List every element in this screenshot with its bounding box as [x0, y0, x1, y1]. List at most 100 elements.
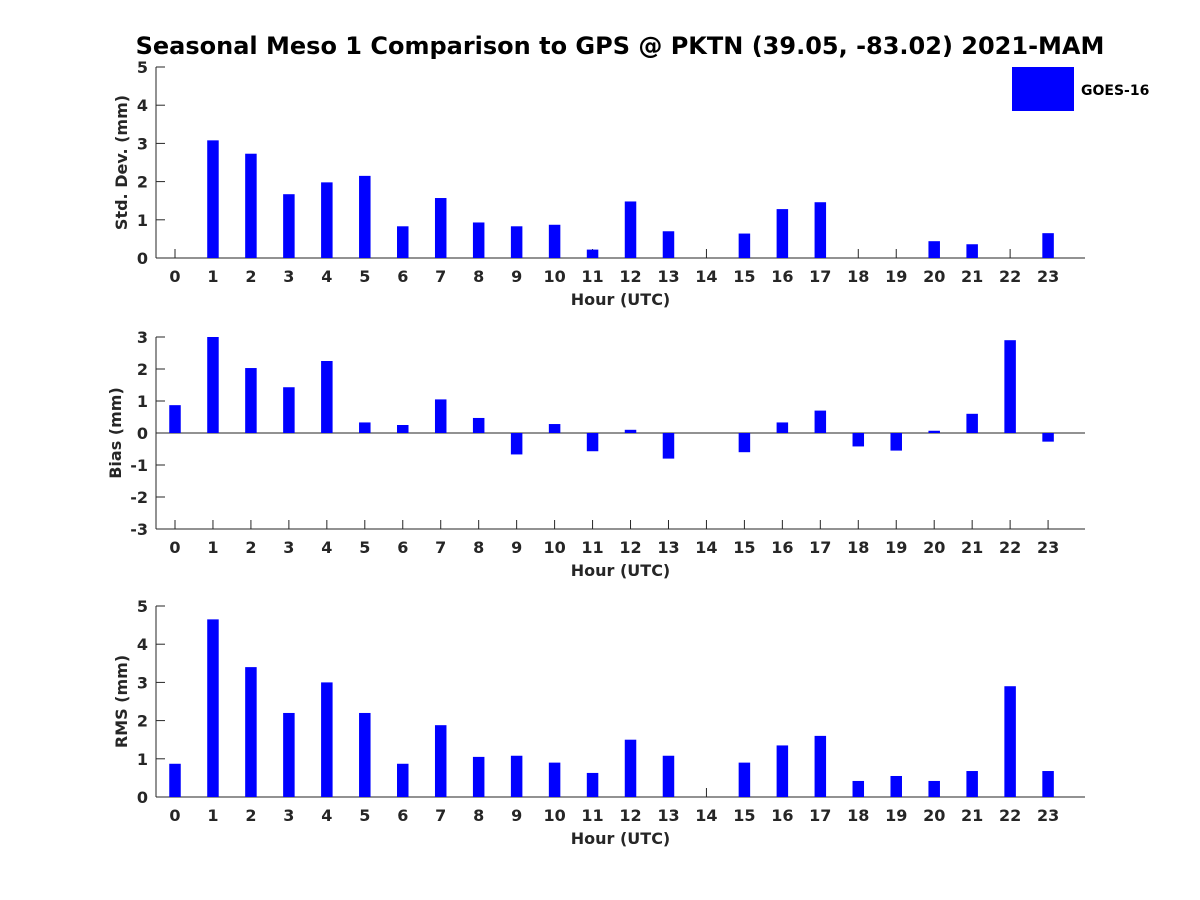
bar: [814, 410, 827, 433]
x-tick-label: 15: [733, 806, 755, 825]
x-tick-label: 6: [397, 806, 408, 825]
bar: [966, 244, 978, 258]
x-tick-label: 5: [359, 806, 370, 825]
x-tick-label: 19: [885, 538, 907, 557]
x-tick-label: 8: [473, 806, 484, 825]
bar: [738, 233, 751, 258]
bar: [1042, 771, 1054, 797]
y-tick-label: 2: [137, 173, 148, 192]
bar: [359, 422, 371, 433]
legend: GOES-16: [1012, 67, 1149, 111]
x-tick-label: 19: [885, 267, 907, 286]
bar: [207, 140, 219, 258]
x-tick-label: 21: [961, 538, 983, 557]
x-tick-label: 0: [169, 806, 180, 825]
bar: [434, 399, 447, 433]
bar: [586, 249, 599, 258]
x-tick-label: 2: [245, 806, 256, 825]
bar: [434, 725, 447, 797]
y-tick-label: 0: [137, 788, 148, 807]
x-tick-label: 17: [809, 267, 831, 286]
bar: [510, 226, 523, 258]
x-tick-label: 20: [923, 267, 945, 286]
x-tick-label: 13: [657, 267, 679, 286]
bar: [738, 762, 751, 797]
bar: [776, 745, 789, 797]
x-tick-label: 18: [847, 538, 869, 557]
bar: [548, 224, 561, 258]
bar: [472, 756, 485, 797]
x-tick-label: 14: [695, 806, 717, 825]
bar: [1004, 340, 1016, 433]
y-tick-label: 3: [137, 328, 148, 347]
bar: [283, 387, 295, 433]
x-tick-label: 1: [207, 538, 218, 557]
y-tick-label: 5: [137, 597, 148, 616]
legend-swatch: [1012, 67, 1074, 111]
bar: [1042, 233, 1054, 258]
x-tick-label: 5: [359, 267, 370, 286]
x-axis-label: Hour (UTC): [571, 829, 671, 848]
bar: [510, 755, 523, 797]
bar: [397, 425, 409, 433]
x-tick-label: 16: [771, 806, 793, 825]
bar: [928, 430, 940, 433]
y-tick-label: -3: [130, 520, 148, 539]
x-tick-label: 2: [245, 538, 256, 557]
bar: [1042, 433, 1054, 442]
bar: [245, 667, 257, 797]
bar: [890, 775, 902, 797]
x-axis-label: Hour (UTC): [571, 290, 671, 309]
x-tick-label: 22: [999, 267, 1021, 286]
bar: [397, 763, 409, 797]
x-tick-label: 7: [435, 267, 446, 286]
bar: [245, 368, 257, 433]
x-tick-label: 7: [435, 538, 446, 557]
x-tick-label: 17: [809, 538, 831, 557]
bar: [662, 231, 675, 258]
x-tick-label: 18: [847, 267, 869, 286]
x-tick-label: 21: [961, 267, 983, 286]
x-tick-label: 9: [511, 806, 522, 825]
bar: [814, 202, 827, 258]
bar: [776, 422, 789, 433]
x-tick-label: 21: [961, 806, 983, 825]
bar: [814, 735, 827, 797]
bar: [852, 780, 865, 797]
bar: [624, 429, 637, 433]
y-tick-label: 0: [137, 249, 148, 268]
y-tick-label: 2: [137, 360, 148, 379]
bar: [966, 413, 978, 433]
x-tick-label: 18: [847, 806, 869, 825]
x-tick-label: 11: [581, 806, 603, 825]
bar: [624, 201, 637, 258]
x-tick-label: 23: [1037, 538, 1059, 557]
x-tick-label: 7: [435, 806, 446, 825]
y-axis-label: Bias (mm): [106, 387, 125, 479]
x-tick-label: 0: [169, 267, 180, 286]
bar: [245, 153, 257, 258]
y-tick-label: 4: [137, 635, 148, 654]
x-tick-label: 20: [923, 538, 945, 557]
x-tick-label: 11: [581, 538, 603, 557]
y-tick-label: 3: [137, 134, 148, 153]
bar: [738, 433, 751, 453]
x-tick-label: 4: [321, 267, 332, 286]
x-tick-label: 4: [321, 806, 332, 825]
bar: [966, 771, 978, 797]
y-tick-label: 5: [137, 58, 148, 77]
bar: [472, 417, 485, 433]
bar: [1004, 686, 1016, 797]
x-tick-label: 8: [473, 267, 484, 286]
x-tick-label: 3: [283, 806, 294, 825]
x-tick-label: 17: [809, 806, 831, 825]
bar: [321, 361, 333, 433]
x-tick-label: 10: [543, 267, 565, 286]
bar: [662, 755, 675, 797]
x-tick-label: 12: [619, 267, 641, 286]
chart-title: Seasonal Meso 1 Comparison to GPS @ PKTN…: [136, 32, 1105, 60]
bar: [928, 780, 940, 797]
